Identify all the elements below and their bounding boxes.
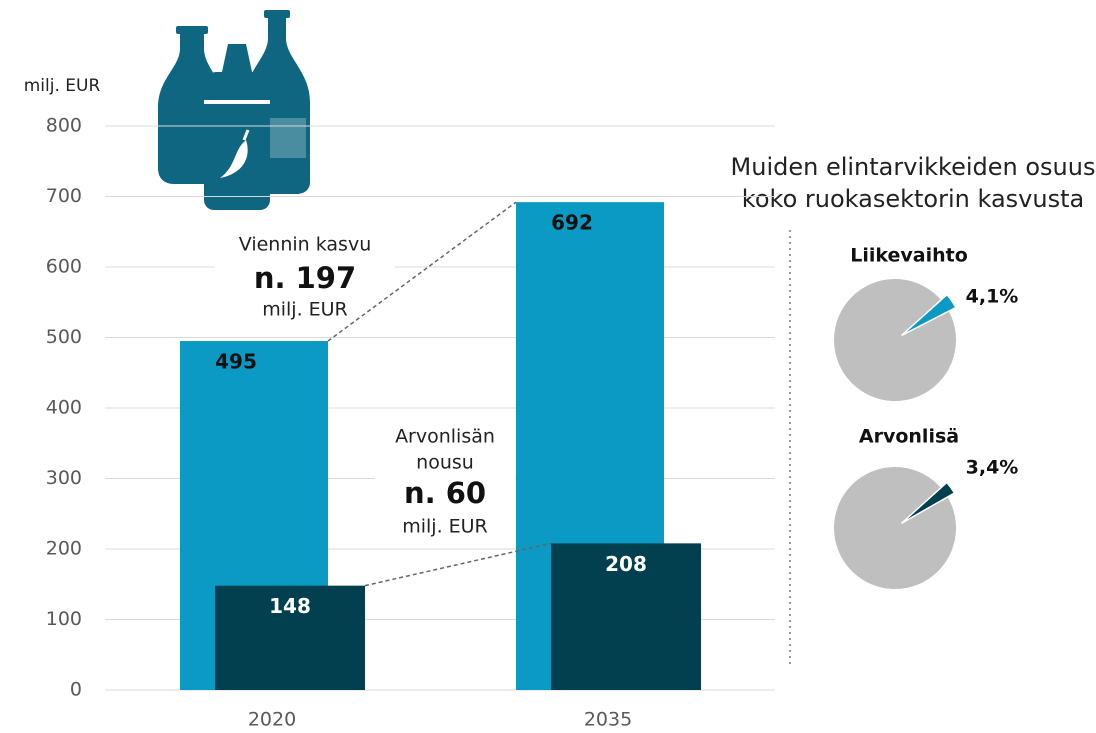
value-label: 692 bbox=[551, 211, 593, 235]
y-tick-label: 200 bbox=[46, 538, 82, 560]
value-label: 148 bbox=[269, 594, 311, 618]
bar bbox=[215, 585, 365, 690]
value-label: 495 bbox=[215, 350, 257, 374]
pie-value-label: 4,1% bbox=[966, 286, 1019, 308]
pie-rest bbox=[834, 279, 956, 401]
pie-value-label: 3,4% bbox=[966, 457, 1019, 479]
bar bbox=[551, 543, 701, 690]
x-tick-label: 2035 bbox=[584, 709, 632, 731]
annotation: milj. EUR bbox=[262, 299, 348, 321]
y-axis-label: milj. EUR bbox=[24, 76, 101, 96]
pie-name: Arvonlisä bbox=[859, 426, 959, 448]
pie-rest bbox=[834, 467, 956, 589]
annotation: n. 197 bbox=[254, 261, 356, 295]
y-tick-label: 800 bbox=[46, 115, 82, 137]
annotation: nousu bbox=[416, 452, 474, 474]
annotation: n. 60 bbox=[404, 476, 486, 510]
pie-slice bbox=[900, 481, 956, 524]
annotation: Arvonlisän bbox=[395, 426, 495, 448]
annotation: milj. EUR bbox=[402, 516, 488, 538]
annotation-bg bbox=[215, 228, 395, 324]
pie-name: Liikevaihto bbox=[850, 245, 968, 267]
y-tick-label: 300 bbox=[46, 467, 82, 489]
annotation: Viennin kasvu bbox=[239, 234, 372, 256]
y-tick-label: 0 bbox=[70, 679, 82, 701]
x-tick-label: 2020 bbox=[248, 709, 296, 731]
value-label: 208 bbox=[605, 552, 647, 576]
y-tick-label: 400 bbox=[46, 397, 82, 419]
pie-title: Muiden elintarvikkeiden osuus bbox=[731, 153, 1096, 181]
y-tick-label: 100 bbox=[46, 608, 82, 630]
connector bbox=[327, 201, 517, 342]
pie-slice bbox=[901, 293, 957, 337]
bottles-icon bbox=[158, 10, 310, 210]
annotation-bg bbox=[375, 420, 515, 545]
pie-title: koko ruokasektorin kasvusta bbox=[742, 185, 1084, 213]
y-tick-label: 600 bbox=[46, 256, 82, 278]
connector bbox=[364, 542, 552, 587]
y-tick-label: 500 bbox=[46, 326, 82, 348]
y-tick-label: 700 bbox=[46, 185, 82, 207]
